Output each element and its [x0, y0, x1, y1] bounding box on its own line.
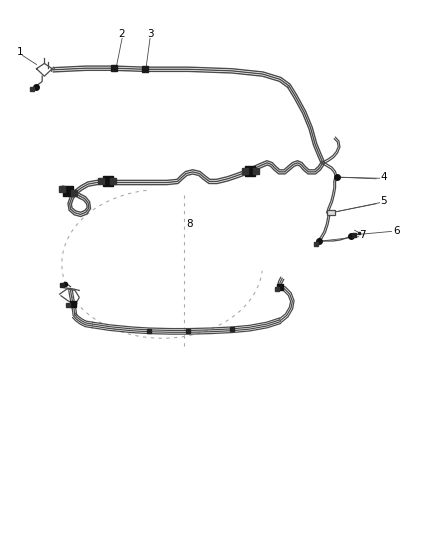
Text: 5: 5	[381, 196, 387, 206]
Text: 6: 6	[393, 225, 399, 236]
Text: 8: 8	[186, 219, 193, 229]
Bar	[327, 209, 335, 215]
Text: 2: 2	[119, 29, 125, 39]
Text: 1: 1	[17, 47, 24, 57]
Text: 4: 4	[381, 172, 387, 182]
Text: 7: 7	[360, 230, 366, 240]
Text: 3: 3	[147, 29, 154, 39]
